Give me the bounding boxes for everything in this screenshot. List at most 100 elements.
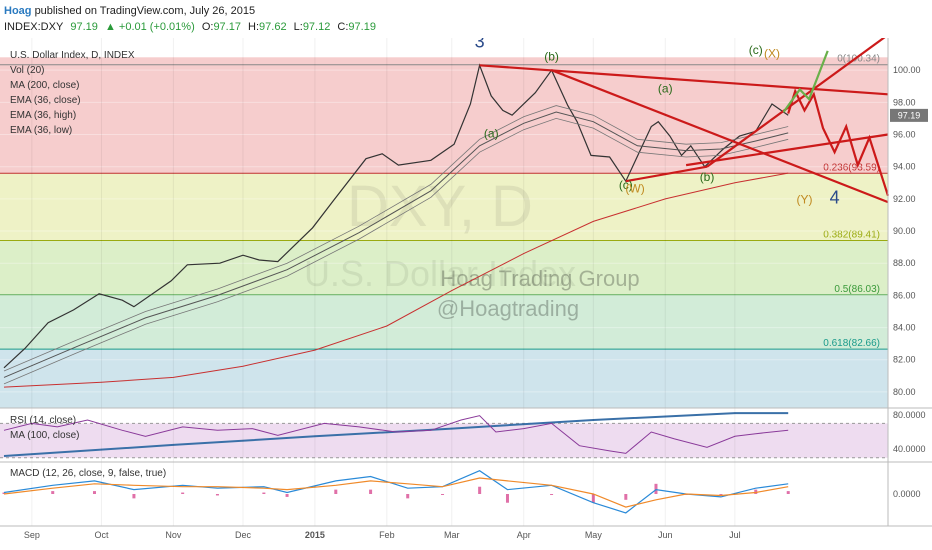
price-tick-label: 88.00 [893, 258, 916, 268]
last-price-box [890, 108, 928, 122]
rsi-ma-line [3, 412, 789, 457]
ema-low-line [3, 117, 789, 385]
up-arrow-icon: ▲ [104, 21, 116, 33]
close-label: C: [337, 21, 349, 33]
fib-zone [0, 294, 888, 350]
trendline [787, 88, 890, 197]
wave-label: (a) [658, 82, 673, 96]
price-change: +0.01 (+0.01%) [118, 21, 195, 33]
rsi-ma-label: MA (100, close) [10, 430, 79, 441]
last-price: 97.19 [70, 21, 98, 33]
macd-histogram-bar [262, 492, 266, 494]
trendline-drawings[interactable] [479, 38, 890, 204]
macd-histogram-bar [441, 494, 445, 495]
watermark-symbol: DXY, D [347, 174, 533, 239]
price-tick-label: 82.00 [893, 355, 916, 365]
wave-label: (a) [484, 127, 499, 141]
macd-histogram-bar [719, 494, 723, 496]
high-label: H: [248, 21, 260, 33]
legend-ma200[interactable]: MA (200, close) [10, 80, 79, 91]
watermark-group: Hoag Trading Group [440, 266, 639, 291]
price-tick-label: 84.00 [893, 323, 916, 333]
macd-pane[interactable]: MACD (12, 26, close, 9, false, true) 0.00… [2, 468, 921, 514]
price-tick-label: 96.00 [893, 130, 916, 140]
open-label: O: [201, 21, 214, 33]
rsi-pane[interactable]: RSI (14, close) MA (100, close) 80.0000 40.… [0, 410, 926, 459]
ma200-line [3, 172, 789, 388]
watermark-handle: @Hoagtrading [437, 296, 579, 321]
legend-vol[interactable]: Vol (20) [10, 65, 44, 76]
wave-label: 4 [830, 188, 840, 208]
trendline [551, 69, 889, 204]
price-tick-label: 100.00 [893, 65, 921, 75]
macd-histogram-bar [92, 491, 96, 494]
macd-histogram-bar [505, 494, 509, 503]
legend-ema-high[interactable]: EMA (36, high) [10, 110, 76, 121]
price-tick-label: 92.00 [893, 194, 916, 204]
legend-ema-close[interactable]: EMA (36, close) [10, 95, 81, 106]
trendline [625, 165, 708, 183]
ohlc-line: INDEX:DXY 97.19 ▲ +0.01 (+0.01%) O:97.17… [4, 21, 380, 33]
time-tick-label: Mar [444, 530, 460, 540]
macd-histogram-bar [478, 486, 482, 494]
ema-high-line [3, 105, 789, 372]
macd-histogram-bar [2, 492, 6, 494]
price-axis[interactable]: 80.00 82.00 84.00 86.00 88.00 90.00 92.00 94.00… [893, 65, 921, 397]
fib-level-label: 0.618(82.66) [823, 338, 880, 349]
chart-area[interactable]: 0(100.34) 0.236(93.59) 0.382(89.41) 0.5(86.… [0, 38, 932, 550]
trendline [479, 64, 889, 96]
macd-histogram-bar [624, 494, 628, 500]
time-tick-label: Sep [24, 530, 40, 540]
macd-line [3, 470, 789, 514]
wave-label: (c) [749, 43, 763, 57]
macd-histogram-bar [406, 494, 410, 499]
macd-histogram-bar [369, 489, 373, 494]
symbol[interactable]: INDEX:DXY [4, 21, 64, 33]
time-tick-label: Feb [379, 530, 395, 540]
trendline [782, 50, 829, 113]
wave-labels: 3(b)(a)(a)(c)(W)(b)(c) (X)(Y) 4 [475, 38, 840, 208]
wave-label: (X) [764, 46, 780, 60]
time-tick-label: May [585, 530, 603, 540]
time-tick-label: Jun [658, 530, 673, 540]
fib-zone [0, 349, 888, 408]
legend-ema-low[interactable]: EMA (36, low) [10, 125, 72, 136]
fib-level-label: 0(100.34) [837, 54, 880, 65]
publish-line: Hoag published on TradingView.com, July … [4, 5, 255, 17]
rsi-line [3, 415, 789, 454]
macd-histogram-bar [334, 489, 338, 494]
wave-label: (b) [700, 170, 715, 184]
macd-histogram-bar [51, 491, 55, 494]
wave-label: (b) [544, 50, 559, 64]
fib-bands [0, 57, 888, 408]
trendline [685, 133, 889, 167]
time-tick-label: Nov [165, 530, 182, 540]
legend: U.S. Dollar Index, D, INDEX Vol (20) MA … [10, 50, 135, 136]
fib-level-label: 0.236(93.59) [823, 162, 880, 173]
trendline [706, 38, 886, 168]
macd-histogram-bar [181, 492, 185, 494]
time-axis[interactable]: Sep Oct Nov Dec 2015 Feb Mar Apr May Jun Jul [24, 38, 741, 540]
macd-histogram-bar [591, 494, 595, 503]
header-bar: Hoag published on TradingView.com, July … [0, 0, 932, 38]
macd-histogram-bar [786, 491, 790, 494]
low-label: L: [293, 21, 303, 33]
fib-level-label: 0.5(86.03) [834, 284, 880, 295]
last-price-tag: 97.19 [890, 108, 928, 122]
macd-label: MACD (12, 26, close, 9, false, true) [10, 468, 166, 479]
wave-label: (Y) [796, 193, 812, 207]
time-tick-label: 2015 [305, 530, 325, 540]
fib-zone [0, 57, 888, 174]
macd-signal-line [3, 477, 789, 508]
publisher-link[interactable]: Hoag [4, 5, 32, 17]
open-value: 97.17 [213, 21, 241, 33]
fib-zone [0, 240, 888, 295]
close-value: 97.19 [348, 21, 376, 33]
fib-zone [0, 173, 888, 241]
time-tick-label: Apr [517, 530, 531, 540]
time-tick-label: Jul [729, 530, 741, 540]
watermark-name: U.S. Dollar Index [304, 253, 576, 294]
time-tick-label: Dec [235, 530, 252, 540]
macd-histogram-bar [550, 494, 554, 495]
time-tick-label: Oct [94, 530, 109, 540]
